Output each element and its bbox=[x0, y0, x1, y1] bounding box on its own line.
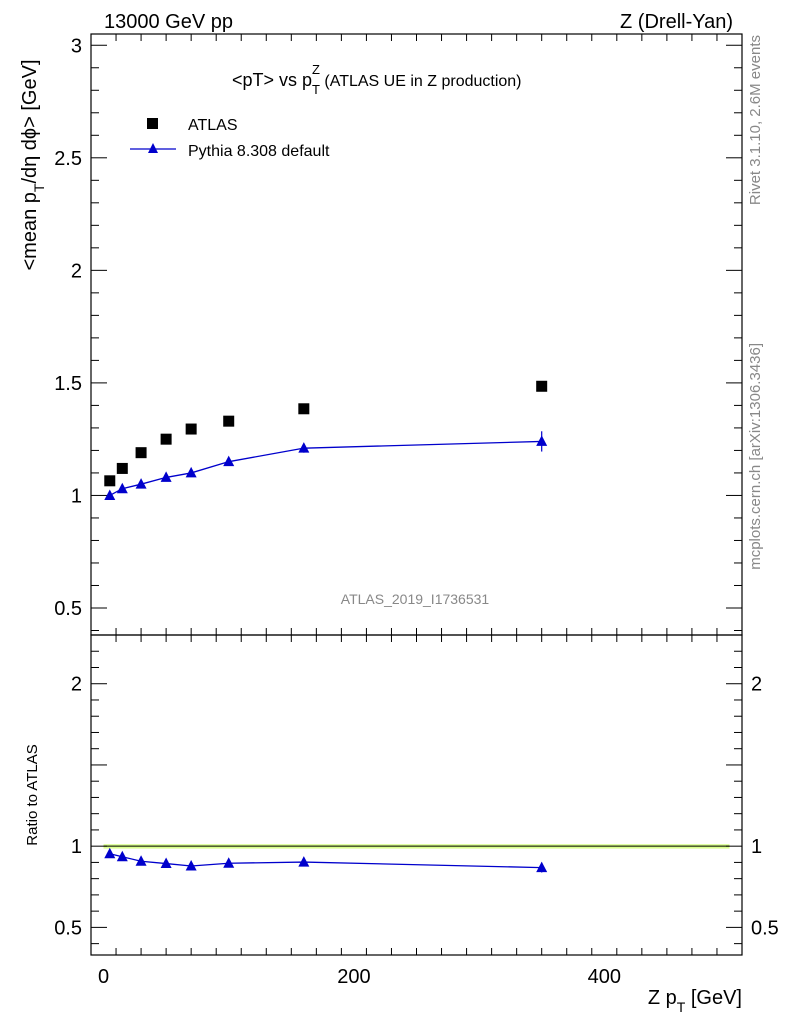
x-tick-label: 0 bbox=[98, 966, 109, 988]
main-y-axis-label-sub: T bbox=[31, 183, 47, 192]
plot-title-rest: (ATLAS UE in Z production) bbox=[320, 73, 522, 90]
pythia-data-point bbox=[185, 466, 197, 478]
main-y-axis-label-part1: <mean p bbox=[19, 192, 41, 270]
legend-atlas-marker bbox=[147, 118, 158, 129]
pythia-data-point bbox=[116, 482, 128, 494]
ratio-uncertainty-band bbox=[103, 844, 730, 849]
plot-title-sup: Z bbox=[312, 62, 320, 77]
axis-ticks bbox=[90, 34, 743, 955]
plot-title-sub: T bbox=[312, 82, 320, 97]
header-beam-label: 13000 GeV pp bbox=[104, 11, 233, 33]
axis-tick-labels: 0 200 400 0.5 1 1.5 2 2.5 3 0.5 0.5 1 1 2 2 bbox=[54, 35, 779, 988]
pythia-data-point bbox=[135, 478, 147, 489]
ratio-y-axis-label: Ratio to ATLAS bbox=[24, 744, 41, 845]
main-y-axis-label-part2: /dη dϕ> [GeV] bbox=[19, 59, 41, 183]
pythia-ratio-data-point bbox=[223, 857, 235, 868]
pythia-ratio-data-point bbox=[135, 855, 147, 866]
pythia-data-point bbox=[536, 435, 548, 446]
pythia-ratio-data-point bbox=[116, 850, 128, 862]
rivet-version-label: Rivet 3.1.10, 2.6M events bbox=[747, 35, 764, 205]
x-tick-label: 400 bbox=[588, 966, 621, 988]
atlas-data-point bbox=[223, 415, 235, 427]
ratio-y-tick-label-left: 0.5 bbox=[54, 917, 82, 939]
analysis-watermark: ATLAS_2019_I1736531 bbox=[341, 591, 490, 607]
ratio-y-tick-label-right: 2 bbox=[751, 674, 762, 696]
header-process-label: Z (Drell-Yan) bbox=[620, 11, 733, 33]
main-y-tick-label: 3 bbox=[71, 35, 82, 57]
pythia-ratio-data-point bbox=[185, 859, 197, 871]
ratio-panel-frame bbox=[90, 634, 743, 956]
plot-title-main: <pT> vs p bbox=[232, 70, 312, 90]
atlas-data-point bbox=[160, 433, 172, 445]
pythia-data-point bbox=[223, 455, 235, 467]
atlas-data-point bbox=[135, 447, 147, 459]
main-y-tick-label: 2.5 bbox=[54, 148, 82, 170]
ratio-y-tick-label-right: 1 bbox=[751, 836, 762, 858]
legend-atlas-label: ATLAS bbox=[188, 117, 238, 134]
x-axis-label: Z pT [GeV] bbox=[648, 987, 742, 1015]
pythia-line bbox=[109, 440, 542, 497]
pythia-ratio-line bbox=[109, 853, 542, 869]
pythia-ratio-data-point bbox=[160, 857, 172, 869]
x-tick-label: 200 bbox=[337, 966, 370, 988]
ratio-y-tick-label-left: 1 bbox=[71, 836, 82, 858]
pythia-ratio-data-point bbox=[298, 856, 310, 867]
ratio-y-tick-label-right: 0.5 bbox=[751, 917, 779, 939]
x-axis-label-sub: T bbox=[677, 999, 686, 1015]
plot-title: <pT> vs pTZ (ATLAS UE in Z production) bbox=[232, 62, 522, 97]
data-series bbox=[104, 380, 548, 873]
x-axis-label-part1: Z p bbox=[648, 987, 677, 1009]
mcplots-reference-label: mcplots.cern.ch [arXiv:1306.3436] bbox=[747, 343, 764, 570]
main-y-axis-label: <mean pT/dη dϕ> [GeV] bbox=[19, 59, 47, 270]
legend-pythia-label: Pythia 8.308 default bbox=[188, 143, 330, 160]
atlas-data-point bbox=[185, 423, 197, 435]
x-axis-label-part2: [GeV] bbox=[685, 987, 742, 1009]
main-y-tick-label: 1 bbox=[71, 485, 82, 507]
atlas-data-point bbox=[104, 475, 116, 487]
pythia-data-point bbox=[160, 471, 172, 482]
atlas-data-point bbox=[536, 380, 548, 392]
legend-pythia-marker bbox=[148, 143, 158, 153]
pythia-data-point bbox=[298, 442, 310, 453]
pythia-ratio-data-point bbox=[104, 847, 116, 859]
main-y-tick-label: 0.5 bbox=[54, 598, 82, 620]
main-y-tick-label: 1.5 bbox=[54, 373, 82, 395]
main-y-tick-label: 2 bbox=[71, 260, 82, 282]
pythia-ratio-data-point bbox=[536, 861, 548, 873]
atlas-data-point bbox=[298, 403, 310, 415]
pythia-data-point bbox=[104, 489, 116, 500]
atlas-data-point bbox=[116, 462, 128, 474]
legend: ATLAS Pythia 8.308 default bbox=[130, 117, 330, 160]
ratio-y-tick-label-left: 2 bbox=[71, 674, 82, 696]
